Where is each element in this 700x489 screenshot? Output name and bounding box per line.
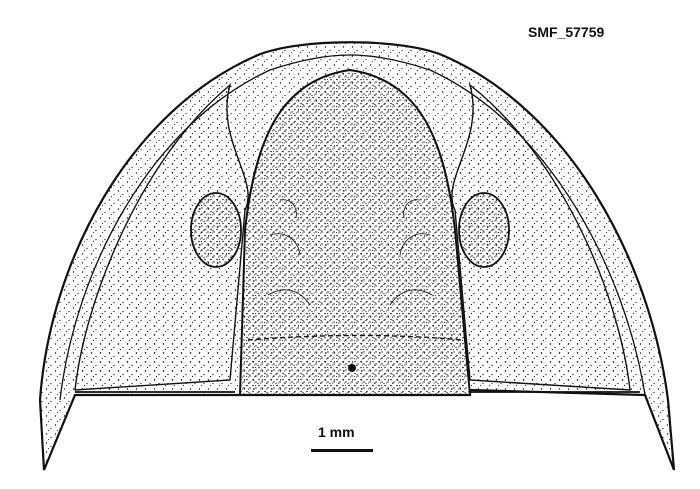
fixigena-right: [451, 83, 631, 391]
specimen-id-label: SMF_57759: [528, 24, 605, 40]
glabellar-furrow-left-3: [279, 199, 297, 219]
glabellar-furrow-right-2: [399, 233, 431, 256]
scale-bar-label: 1 mm: [318, 424, 355, 440]
glabellar-furrow-right-3: [403, 199, 421, 219]
glabella: [238, 68, 472, 396]
glabellar-furrow-left-1: [267, 289, 311, 306]
cephalic-border-line: [59, 54, 646, 401]
glabellar-furrow-right-1: [389, 289, 433, 306]
eye-lobe-left: [190, 192, 242, 268]
fixigena-left: [74, 83, 249, 391]
scale-bar: [311, 449, 373, 452]
glabellar-furrow-left-2: [269, 233, 301, 256]
eye-lobe-right: [458, 192, 510, 268]
occipital-furrow: [247, 334, 463, 341]
median-node: [348, 364, 356, 372]
